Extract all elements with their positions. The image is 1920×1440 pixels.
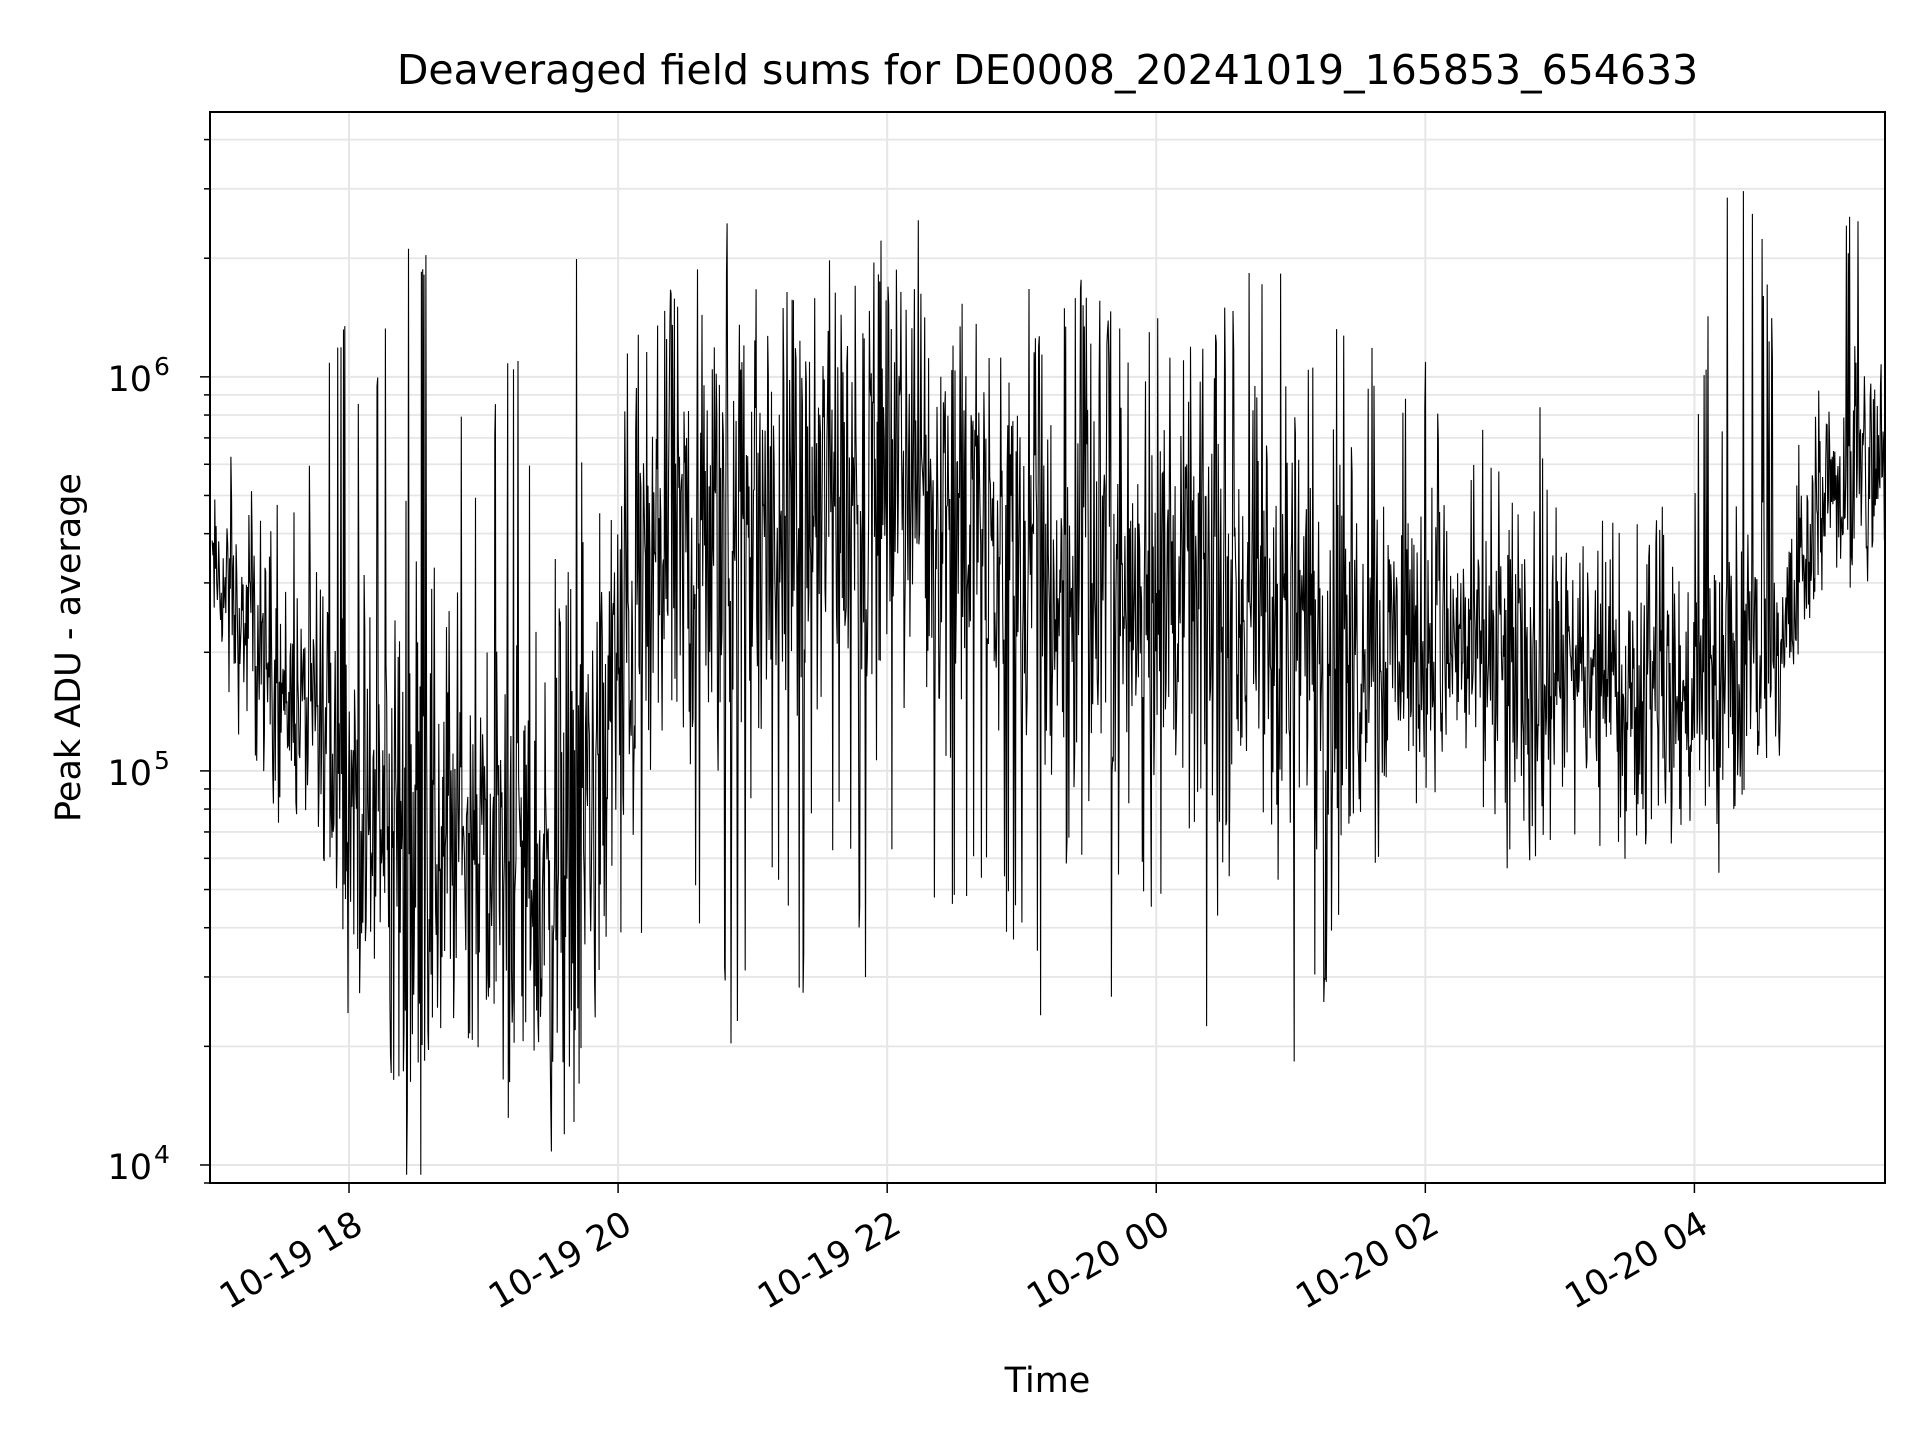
y-axis-label: Peak ADU - average	[49, 473, 89, 822]
x-tick-label: 10-20 04	[1559, 1204, 1715, 1317]
x-tick-label: 10-19 20	[482, 1204, 638, 1317]
x-tick-label: 10-20 00	[1020, 1204, 1176, 1317]
chart-title: Deaveraged field sums for DE0008_2024101…	[397, 46, 1698, 94]
series-path	[211, 191, 1886, 1175]
x-axis-label: Time	[1004, 1361, 1091, 1401]
x-tick-label: 10-19 22	[751, 1204, 907, 1317]
y-tick-label-exponent: 5	[154, 746, 170, 775]
x-tick-label: 10-20 02	[1290, 1204, 1446, 1317]
y-tick-label-exponent: 6	[154, 352, 170, 381]
plot-frame	[209, 111, 1886, 1184]
y-tick-label-exponent: 4	[154, 1140, 170, 1169]
y-tick-label: 10	[107, 754, 152, 794]
series-line	[211, 191, 1886, 1175]
x-tick-label: 10-19 18	[213, 1204, 369, 1317]
y-tick-label: 10	[107, 360, 152, 400]
y-tick-label: 10	[107, 1148, 152, 1188]
